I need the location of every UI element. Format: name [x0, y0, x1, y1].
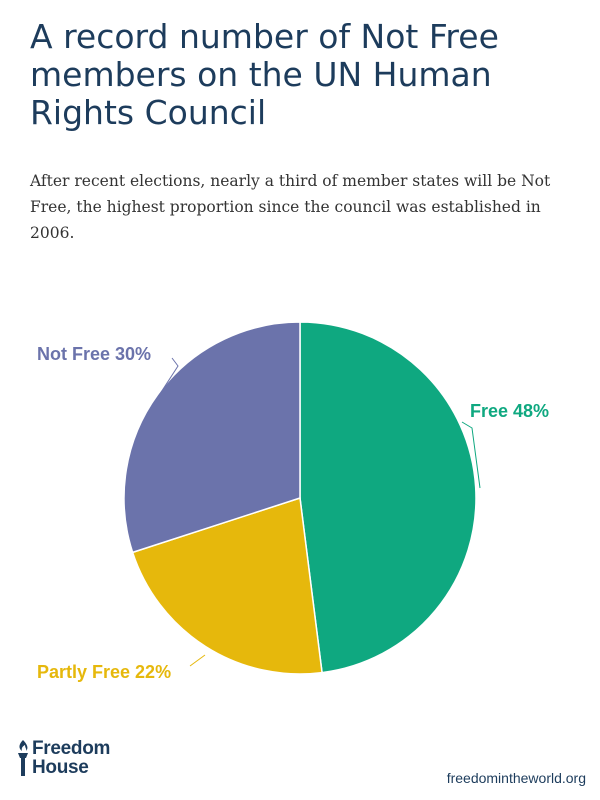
slice-label: Free 48% [470, 401, 549, 421]
slice-label: Not Free 30% [37, 344, 151, 364]
chart-title: A record number of Not Free members on t… [30, 17, 499, 132]
logo-line-house: House [32, 757, 89, 778]
chart-subtitle: After recent elections, nearly a third o… [30, 172, 551, 242]
pie-slice-not-free [123, 321, 301, 554]
slice-leader-line [155, 357, 179, 401]
pie-chart: Free 48% Partly Free 22% Not Free 30% [37, 321, 549, 682]
logo-line-freedom: Freedom [32, 738, 111, 759]
footer-url[interactable]: freedomintheworld.org [446, 770, 586, 786]
slice-leader-line [461, 421, 481, 489]
torch-icon [18, 740, 28, 776]
freedom-house-logo: Freedom House [14, 738, 110, 778]
pie-slice-partly-free [131, 497, 323, 675]
slice-leader-line [189, 654, 206, 667]
pie-slice-free [299, 321, 477, 674]
slice-label: Partly Free 22% [37, 662, 171, 682]
